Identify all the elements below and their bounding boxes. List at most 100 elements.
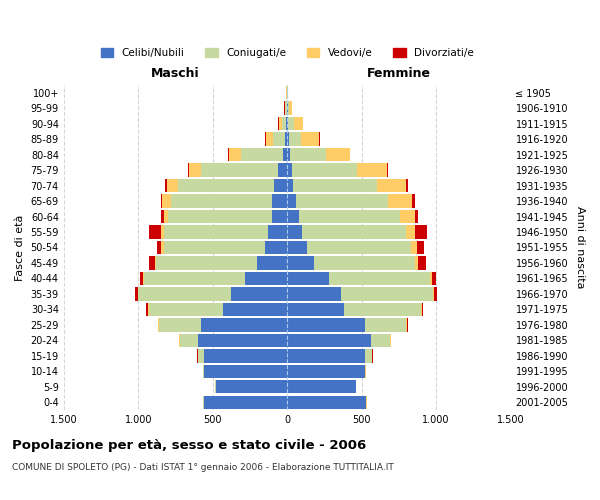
Bar bbox=[138, 288, 230, 300]
Bar bbox=[167, 179, 178, 192]
Bar bbox=[412, 194, 415, 207]
Bar bbox=[245, 272, 287, 285]
Bar bbox=[149, 226, 161, 238]
Bar bbox=[434, 288, 437, 300]
Bar bbox=[287, 132, 289, 145]
Bar bbox=[287, 350, 365, 362]
Bar bbox=[189, 164, 201, 176]
Y-axis label: Fasce di età: Fasce di età bbox=[15, 214, 25, 280]
Bar bbox=[430, 272, 431, 285]
Legend: Celibi/Nubili, Coniugati/e, Vedovi/e, Divorziati/e: Celibi/Nubili, Coniugati/e, Vedovi/e, Di… bbox=[101, 48, 474, 58]
Bar bbox=[204, 396, 287, 409]
Bar bbox=[287, 194, 296, 207]
Bar bbox=[293, 179, 377, 192]
Bar bbox=[287, 210, 299, 223]
Bar bbox=[418, 256, 426, 270]
Bar bbox=[230, 288, 287, 300]
Bar bbox=[406, 318, 407, 332]
Bar bbox=[143, 272, 144, 285]
Bar bbox=[365, 318, 406, 332]
Bar bbox=[274, 179, 287, 192]
Bar bbox=[157, 241, 161, 254]
Bar bbox=[178, 179, 274, 192]
Bar bbox=[134, 288, 137, 300]
Bar bbox=[365, 350, 372, 362]
Bar bbox=[433, 288, 434, 300]
Bar bbox=[287, 318, 365, 332]
Bar bbox=[326, 148, 350, 161]
Bar bbox=[422, 303, 424, 316]
Bar bbox=[162, 194, 171, 207]
Bar bbox=[257, 256, 287, 270]
Bar bbox=[388, 194, 412, 207]
Bar bbox=[319, 132, 320, 145]
Bar bbox=[278, 117, 281, 130]
Bar bbox=[407, 318, 408, 332]
Bar bbox=[302, 226, 406, 238]
Bar bbox=[278, 164, 287, 176]
Bar bbox=[400, 210, 415, 223]
Bar bbox=[204, 350, 287, 362]
Bar bbox=[287, 256, 314, 270]
Bar bbox=[415, 226, 427, 238]
Bar bbox=[198, 334, 287, 347]
Bar bbox=[287, 179, 293, 192]
Bar bbox=[285, 132, 287, 145]
Bar bbox=[266, 132, 273, 145]
Bar bbox=[272, 194, 287, 207]
Bar bbox=[287, 226, 302, 238]
Bar bbox=[299, 210, 400, 223]
Bar bbox=[171, 194, 272, 207]
Bar bbox=[158, 318, 159, 332]
Bar bbox=[284, 102, 285, 114]
Bar bbox=[216, 380, 287, 394]
Bar bbox=[283, 148, 287, 161]
Bar bbox=[341, 288, 433, 300]
Bar bbox=[179, 334, 180, 347]
Bar bbox=[344, 303, 421, 316]
Bar bbox=[144, 272, 245, 285]
Text: Maschi: Maschi bbox=[151, 67, 200, 80]
Bar bbox=[289, 117, 293, 130]
Bar bbox=[140, 272, 143, 285]
Bar bbox=[201, 164, 278, 176]
Bar bbox=[387, 164, 388, 176]
Text: COMUNE DI SPOLETO (PG) - Dati ISTAT 1° gennaio 2006 - Elaborazione TUTTITALIA.IT: COMUNE DI SPOLETO (PG) - Dati ISTAT 1° g… bbox=[12, 464, 394, 472]
Bar bbox=[223, 303, 287, 316]
Bar bbox=[161, 241, 164, 254]
Bar bbox=[307, 241, 411, 254]
Text: Femmine: Femmine bbox=[367, 67, 431, 80]
Bar bbox=[137, 288, 138, 300]
Bar bbox=[287, 334, 371, 347]
Bar bbox=[296, 194, 388, 207]
Bar bbox=[287, 365, 365, 378]
Bar bbox=[201, 318, 287, 332]
Bar bbox=[421, 303, 422, 316]
Bar bbox=[287, 241, 307, 254]
Bar bbox=[293, 117, 302, 130]
Y-axis label: Anni di nascita: Anni di nascita bbox=[575, 206, 585, 288]
Bar bbox=[357, 164, 387, 176]
Bar bbox=[204, 365, 287, 378]
Bar bbox=[198, 350, 204, 362]
Bar bbox=[272, 210, 287, 223]
Bar bbox=[273, 132, 285, 145]
Bar bbox=[287, 148, 290, 161]
Bar bbox=[411, 241, 417, 254]
Bar bbox=[285, 102, 287, 114]
Bar bbox=[265, 241, 287, 254]
Bar bbox=[415, 210, 418, 223]
Bar bbox=[188, 164, 189, 176]
Bar bbox=[164, 241, 265, 254]
Bar bbox=[287, 380, 356, 394]
Bar bbox=[268, 226, 287, 238]
Bar bbox=[161, 194, 162, 207]
Bar bbox=[314, 256, 415, 270]
Bar bbox=[377, 179, 406, 192]
Bar bbox=[146, 303, 148, 316]
Bar bbox=[156, 256, 257, 270]
Bar bbox=[329, 272, 430, 285]
Bar bbox=[164, 226, 268, 238]
Bar bbox=[161, 226, 164, 238]
Bar bbox=[289, 102, 292, 114]
